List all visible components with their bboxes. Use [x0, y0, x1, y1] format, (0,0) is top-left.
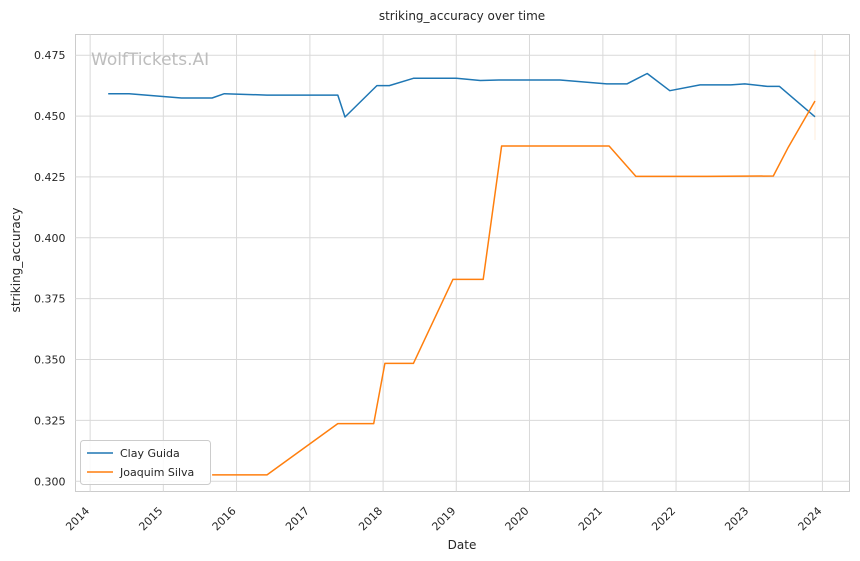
y-tick-label: 0.400	[34, 232, 66, 245]
legend-label-joaquim-silva: Joaquim Silva	[119, 466, 194, 479]
legend: Clay Guida Joaquim Silva	[80, 440, 211, 485]
y-tick-label: 0.375	[34, 293, 66, 306]
grid	[75, 34, 850, 492]
legend-label-clay-guida: Clay Guida	[120, 447, 180, 460]
x-axis-label: Date	[448, 538, 477, 552]
y-axis-label: striking_accuracy	[9, 208, 23, 313]
y-tick-label: 0.475	[34, 49, 66, 62]
series-layer	[108, 72, 816, 476]
y-tick-label: 0.450	[34, 110, 66, 123]
chart-title: striking_accuracy over time	[379, 9, 545, 23]
series-line-joaquim-silva	[212, 100, 816, 476]
y-tick-label: 0.300	[34, 475, 66, 488]
y-tick-labels: 0.300 0.325 0.350 0.375 0.400 0.425 0.450 0.475	[34, 49, 66, 488]
series-line-clay-guida	[108, 72, 816, 118]
watermark: WolfTickets.AI	[91, 50, 209, 70]
y-tick-label: 0.325	[34, 414, 66, 427]
y-tick-label: 0.425	[34, 171, 66, 184]
y-tick-label: 0.350	[34, 354, 66, 367]
legend-box	[80, 440, 211, 485]
plot-frame	[75, 34, 850, 492]
